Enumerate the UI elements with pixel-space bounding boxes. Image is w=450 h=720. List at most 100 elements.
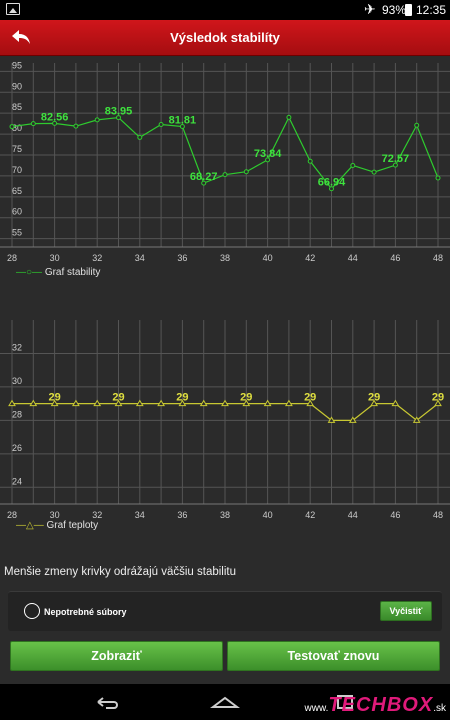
data-point bbox=[435, 175, 441, 181]
y-tick-label: 32 bbox=[12, 342, 22, 352]
x-tick-label: 48 bbox=[433, 253, 443, 263]
data-point bbox=[243, 169, 249, 175]
data-point bbox=[371, 169, 377, 175]
airplane-mode-icon: ✈ bbox=[364, 1, 376, 17]
x-tick-label: 46 bbox=[390, 510, 400, 520]
temperature-chart: 32 30 28 26 24 28 30 32 34 36 38 40 42 44 46 48 29 29 29 29… bbox=[0, 316, 450, 536]
cleanup-label: Nepotrebné súbory bbox=[44, 607, 127, 617]
data-label: 66.94 bbox=[318, 177, 346, 189]
title-bar: Výsledok stabilíty bbox=[0, 20, 450, 56]
data-label: 82.56 bbox=[41, 111, 69, 123]
show-button[interactable]: Zobraziť bbox=[10, 641, 223, 671]
stability-note: Menšie zmeny krivky odrážajú väčšiu stab… bbox=[4, 566, 237, 578]
x-tick-label: 48 bbox=[433, 510, 443, 520]
x-tick-label: 32 bbox=[92, 253, 102, 263]
data-point bbox=[94, 117, 100, 123]
data-label: 29 bbox=[48, 392, 60, 404]
status-bar: ✈ 93% 12:35 bbox=[0, 0, 450, 20]
data-point bbox=[391, 399, 400, 407]
data-point bbox=[114, 399, 123, 407]
data-label: 83.95 bbox=[105, 106, 133, 118]
data-point bbox=[306, 399, 315, 407]
x-tick-label: 30 bbox=[50, 253, 60, 263]
x-tick-label: 44 bbox=[348, 510, 358, 520]
data-point bbox=[329, 186, 334, 192]
image-notification-icon bbox=[6, 3, 20, 15]
stability-chart-svg: 95 90 85 80 75 70 65 60 55 28 30 32 34 36 38 40 42 44 46 48… bbox=[0, 60, 450, 263]
data-point bbox=[370, 399, 378, 407]
clean-button[interactable]: Vyčistiť bbox=[380, 601, 432, 621]
data-label: 68.27 bbox=[190, 171, 218, 183]
page-title: Výsledok stabilíty bbox=[170, 30, 280, 45]
data-point bbox=[157, 399, 165, 407]
data-point bbox=[9, 124, 15, 130]
data-label: 81.81 bbox=[169, 115, 197, 127]
y-tick-label: 30 bbox=[12, 376, 22, 386]
x-tick-label: 38 bbox=[220, 510, 230, 520]
data-point bbox=[135, 399, 144, 407]
navigation-bar bbox=[0, 684, 450, 720]
data-point bbox=[434, 399, 442, 407]
recent-apps-icon[interactable] bbox=[330, 692, 360, 712]
retest-button[interactable]: Testovať znovu bbox=[227, 641, 440, 671]
data-point bbox=[414, 122, 420, 128]
data-label: 72.57 bbox=[382, 153, 410, 165]
temperature-legend-marker: —△— bbox=[16, 520, 44, 531]
data-point bbox=[412, 416, 421, 423]
data-point bbox=[199, 399, 208, 407]
data-point bbox=[201, 180, 207, 186]
battery-icon bbox=[405, 4, 412, 16]
stability-legend-marker: —○— bbox=[16, 267, 43, 278]
x-tick-label: 36 bbox=[177, 253, 187, 263]
x-tick-label: 42 bbox=[305, 253, 315, 263]
data-point bbox=[72, 399, 80, 407]
temperature-legend-label: Graf teploty bbox=[46, 520, 99, 531]
back-arrow-icon[interactable] bbox=[10, 26, 32, 48]
x-tick-label: 40 bbox=[263, 253, 273, 263]
watermark-brand: TECHBOX bbox=[328, 694, 434, 716]
y-tick-label: 55 bbox=[12, 228, 22, 238]
data-point bbox=[221, 399, 229, 407]
x-tick-label: 30 bbox=[50, 510, 60, 520]
data-point bbox=[242, 399, 251, 407]
data-point bbox=[52, 120, 58, 126]
x-tick-label: 44 bbox=[348, 253, 358, 263]
x-tick-label: 36 bbox=[177, 510, 187, 520]
data-point bbox=[73, 123, 79, 129]
x-tick-label: 28 bbox=[7, 253, 17, 263]
data-label: 29 bbox=[112, 392, 124, 404]
data-label: 73.84 bbox=[254, 148, 282, 160]
x-tick-label: 32 bbox=[92, 510, 102, 520]
data-point bbox=[307, 158, 313, 164]
y-tick-label: 75 bbox=[12, 144, 22, 154]
battery-percent: 93% bbox=[382, 3, 407, 17]
clock: 12:35 bbox=[416, 3, 447, 17]
data-point bbox=[263, 399, 272, 407]
data-point bbox=[179, 124, 185, 130]
y-tick-label: 26 bbox=[12, 443, 22, 453]
data-label: 29 bbox=[240, 392, 252, 404]
cleanup-panel: Nepotrebné súbory Vyčistiť bbox=[8, 591, 442, 631]
data-point bbox=[348, 416, 357, 423]
x-tick-label: 34 bbox=[135, 253, 145, 263]
temperature-legend: —△— Graf teploty bbox=[16, 520, 98, 531]
y-tick-label: 60 bbox=[12, 207, 22, 217]
data-point bbox=[116, 115, 121, 121]
x-tick-label: 28 bbox=[7, 510, 17, 520]
data-label: 29 bbox=[432, 392, 444, 404]
data-point bbox=[222, 172, 228, 178]
stability-legend-label: Graf stability bbox=[44, 267, 101, 278]
x-tick-label: 38 bbox=[220, 253, 230, 263]
y-tick-label: 65 bbox=[12, 186, 22, 196]
watermark-prefix: www. bbox=[304, 703, 329, 714]
x-tick-label: 34 bbox=[135, 510, 145, 520]
data-point bbox=[286, 114, 292, 120]
data-point bbox=[265, 157, 271, 163]
back-nav-icon[interactable] bbox=[92, 692, 122, 712]
y-tick-label: 24 bbox=[12, 476, 22, 486]
data-point bbox=[178, 399, 187, 407]
home-nav-icon[interactable] bbox=[210, 692, 240, 712]
action-buttons: Zobraziť Testovať znovu bbox=[0, 638, 450, 674]
data-point bbox=[29, 399, 38, 407]
y-tick-label: 90 bbox=[12, 81, 22, 91]
